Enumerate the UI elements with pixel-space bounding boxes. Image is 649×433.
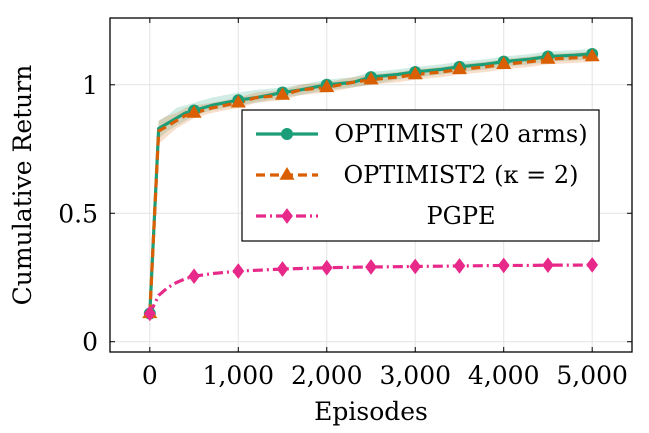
series-2-marker <box>453 258 466 274</box>
series-1-marker <box>496 56 512 69</box>
series-1-line <box>148 54 593 314</box>
legend-label: OPTIMIST2 (κ = 2) <box>343 161 578 189</box>
x-tick-label: 2,000 <box>291 361 363 390</box>
series-1-marker <box>540 51 556 64</box>
legend: OPTIMIST (20 arms) OPTIMIST2 (κ = 2) PGPE <box>241 109 600 242</box>
x-tick-label: 0 <box>142 361 158 390</box>
x-tick-label: 5,000 <box>556 361 628 390</box>
axis-ticks: 0 1,000 2,000 3,000 4,000 5,000 0 0.5 1 <box>58 18 632 390</box>
series-1-marker <box>230 94 246 108</box>
series-1-marker <box>319 79 335 93</box>
series-1-marker <box>451 61 468 75</box>
series-2-marker <box>276 261 289 277</box>
series-2-marker <box>586 257 599 273</box>
series-2-marker <box>232 263 245 279</box>
series-1-marker <box>584 48 600 62</box>
series-1-marker <box>274 87 291 100</box>
series-2-marker <box>409 258 422 275</box>
x-axis-label: Episodes <box>314 397 428 426</box>
legend-swatch-marker <box>281 208 293 224</box>
series-1-marker <box>186 105 202 118</box>
y-axis-label: Cumulative Return <box>8 65 37 306</box>
x-tick-label: 3,000 <box>379 361 451 390</box>
legend-swatch-marker <box>279 167 295 180</box>
series-2-marker <box>188 268 200 285</box>
y-tick-label: 1 <box>82 71 98 100</box>
plot-frame <box>109 17 633 353</box>
series-1-marker <box>363 71 379 85</box>
legend-swatch-marker <box>281 128 293 140</box>
x-tick-label: 1,000 <box>202 361 274 390</box>
x-tick-label: 4,000 <box>468 361 540 390</box>
series-2-marker <box>497 257 510 274</box>
series-1-marker <box>407 66 423 80</box>
series-2-marker <box>542 257 554 273</box>
legend-label: OPTIMIST (20 arms) <box>334 120 587 148</box>
y-tick-label: 0.5 <box>58 199 98 228</box>
legend-label: PGPE <box>427 202 496 230</box>
y-tick-label: 0 <box>82 328 98 357</box>
series-markers <box>142 47 600 322</box>
series-2-marker <box>320 259 333 276</box>
series-2-marker <box>143 305 156 322</box>
series-2-marker <box>365 259 377 275</box>
